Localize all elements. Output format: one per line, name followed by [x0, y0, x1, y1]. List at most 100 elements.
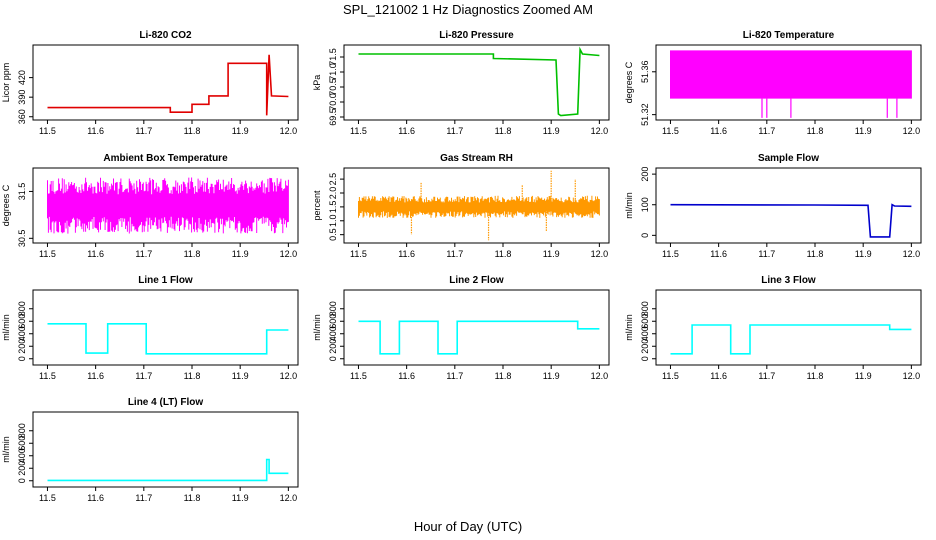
series-band	[670, 50, 912, 99]
y-tick-label: 30.5	[17, 230, 27, 248]
y-tick-label: 360	[17, 109, 27, 124]
y-tick-label: 200	[640, 167, 650, 182]
y-axis-label: ml/min	[312, 314, 322, 341]
x-tick-label: 12.0	[903, 249, 921, 259]
plot-frame	[32, 44, 299, 121]
data-layer	[47, 322, 289, 355]
y-tick-label: 600	[17, 314, 27, 329]
figure-title: SPL_121002 1 Hz Diagnostics Zoomed AM	[343, 2, 593, 17]
x-tick-label: 11.6	[710, 371, 727, 381]
panel-10: Line 4 (LT) Flow ml/min 11.5 11.6 11.7 11.8 11…	[1, 397, 299, 503]
x-tick-label: 11.7	[135, 493, 152, 503]
x-tick-label: 11.5	[662, 126, 679, 136]
y-axis-label: kPa	[312, 75, 322, 91]
y-tick-label: 100	[640, 197, 650, 212]
y-tick-label: 71.5	[328, 48, 338, 66]
series-line	[358, 46, 600, 117]
data-layer	[47, 177, 289, 234]
x-tick-label: 11.8	[495, 371, 512, 381]
y-axis-label: ml/min	[1, 436, 11, 463]
y-tick-label: 0	[17, 478, 27, 483]
y-axis-label: ml/min	[624, 192, 634, 219]
x-tick-label: 11.6	[87, 249, 104, 259]
series-band	[47, 177, 289, 234]
x-tick-label: 11.6	[398, 126, 415, 136]
x-tick-label: 11.5	[350, 126, 367, 136]
panel-title: Line 3 Flow	[761, 275, 816, 286]
x-tick-label: 12.0	[903, 126, 921, 136]
plot-frame	[655, 167, 922, 244]
y-tick-label: 800	[640, 301, 650, 316]
panel-4: Ambient Box Temperature degrees C 11.5 11.6…	[1, 153, 299, 259]
x-tick-label: 11.9	[232, 371, 249, 381]
x-tick-label: 11.7	[135, 371, 152, 381]
panel-6: Sample Flow ml/min 11.5 11.6 11.7 11.8 11.9 12.…	[624, 153, 922, 259]
x-tick-label: 11.6	[398, 371, 415, 381]
x-tick-label: 12.0	[280, 493, 298, 503]
x-tick-label: 11.8	[807, 249, 824, 259]
y-tick-label: 0.5	[328, 228, 338, 241]
data-layer	[47, 458, 289, 482]
x-tick-label: 11.8	[495, 249, 512, 259]
x-tick-label: 11.8	[184, 126, 201, 136]
x-tick-label: 11.8	[184, 493, 201, 503]
y-tick-label: 70.5	[328, 78, 338, 96]
y-tick-label: 71.0	[328, 63, 338, 81]
x-tick-label: 11.8	[184, 371, 201, 381]
panel-title: Line 1 Flow	[138, 275, 193, 286]
x-tick-label: 11.7	[446, 126, 463, 136]
x-tick-label: 11.8	[495, 126, 512, 136]
x-tick-label: 11.7	[758, 371, 775, 381]
panel-title: Li-820 Temperature	[743, 30, 835, 41]
y-tick-label: 31.5	[17, 183, 27, 201]
x-tick-label: 11.7	[758, 126, 775, 136]
x-tick-label: 11.5	[662, 249, 679, 259]
data-layer	[358, 170, 600, 241]
x-tick-label: 11.6	[710, 126, 727, 136]
x-tick-label: 11.7	[135, 126, 152, 136]
y-tick-label: 0	[640, 233, 650, 238]
y-tick-label: 400	[328, 326, 338, 341]
y-tick-label: 1.5	[328, 201, 338, 214]
x-tick-label: 11.7	[446, 371, 463, 381]
panel-5: Gas Stream RH percent 11.5 11.6 11.7 11.8 11.9…	[312, 153, 610, 259]
x-tick-label: 12.0	[903, 371, 921, 381]
y-tick-label: 0	[17, 356, 27, 361]
x-tick-label: 11.7	[446, 249, 463, 259]
plot-frame	[655, 289, 922, 366]
y-axis-label: percent	[312, 190, 322, 221]
y-tick-label: 420	[17, 70, 27, 85]
x-tick-label: 11.5	[350, 249, 367, 259]
panel-7: Line 1 Flow ml/min 11.5 11.6 11.7 11.8 11.9 12.…	[1, 275, 299, 381]
y-axis-label: degrees C	[624, 61, 634, 103]
data-layer	[670, 203, 912, 238]
x-tick-label: 11.6	[87, 371, 104, 381]
y-tick-label: 200	[17, 339, 27, 354]
y-tick-label: 69.5	[328, 108, 338, 126]
x-tick-label: 11.6	[87, 126, 104, 136]
y-tick-label: 400	[17, 326, 27, 341]
x-tick-label: 11.6	[87, 493, 104, 503]
x-tick-label: 11.5	[662, 371, 679, 381]
x-axis-title: Hour of Day (UTC)	[414, 519, 522, 534]
panel-grid: Li-820 CO2 Licor ppm 11.5 11.6 11.7 11.8 11.9 1…	[1, 30, 922, 503]
x-tick-label: 11.9	[232, 493, 249, 503]
x-tick-label: 11.5	[39, 126, 56, 136]
series-line	[358, 320, 600, 355]
plot-frame	[655, 44, 922, 121]
y-tick-label: 390	[17, 90, 27, 105]
x-tick-label: 11.9	[543, 371, 560, 381]
panel-title: Sample Flow	[758, 153, 819, 164]
series-line	[47, 54, 289, 116]
series-line	[670, 203, 912, 238]
data-layer	[47, 54, 289, 116]
x-tick-label: 12.0	[591, 126, 609, 136]
data-layer	[358, 46, 600, 117]
x-tick-label: 11.7	[758, 249, 775, 259]
series-line	[47, 458, 289, 482]
panel-8: Line 2 Flow ml/min 11.5 11.6 11.7 11.8 11.9 12.…	[312, 275, 610, 381]
y-tick-label: 200	[17, 461, 27, 476]
x-tick-label: 12.0	[280, 249, 298, 259]
x-tick-label: 12.0	[591, 249, 609, 259]
data-layer	[358, 320, 600, 355]
